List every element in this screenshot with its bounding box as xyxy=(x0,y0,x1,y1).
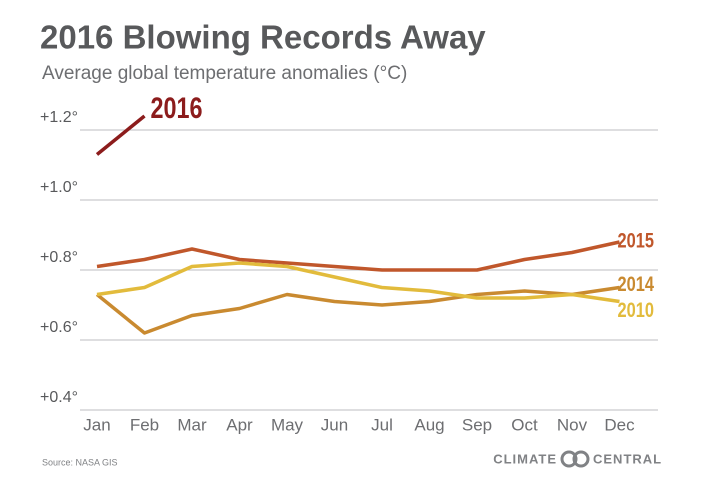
x-tick-label: Jun xyxy=(321,415,348,434)
series-label: 2014 xyxy=(618,272,655,295)
x-tick-label: May xyxy=(271,415,304,434)
y-tick-label: +0.8° xyxy=(40,249,78,266)
y-tick-label: +1.2° xyxy=(40,109,78,126)
x-tick-label: Aug xyxy=(414,415,444,434)
x-tick-label: Dec xyxy=(604,415,635,434)
series-line xyxy=(95,114,146,156)
series-label: 2016 xyxy=(151,91,203,124)
chart-title: 2016 Blowing Records Away xyxy=(40,19,486,56)
source: Source: NASA GIS xyxy=(42,457,118,467)
x-tick-label: Apr xyxy=(226,415,253,434)
series-line xyxy=(96,261,620,304)
y-tick-label: +1.0° xyxy=(40,179,78,196)
x-tick-label: Mar xyxy=(177,415,207,434)
x-tick-label: Jan xyxy=(83,415,110,434)
series-label: 2010 xyxy=(618,298,654,321)
x-tick-label: Nov xyxy=(557,415,588,434)
logo-text: CENTRAL xyxy=(593,451,662,466)
series-line xyxy=(95,285,620,335)
logo-icon xyxy=(572,450,590,468)
x-tick-label: Sep xyxy=(462,415,492,434)
y-tick-label: +0.4° xyxy=(40,389,78,406)
chart-subtitle: Average global temperature anomalies (°C… xyxy=(42,63,407,84)
logo-icon xyxy=(560,450,578,468)
y-tick-label: +0.6° xyxy=(40,319,78,336)
logo-text: CLIMATE xyxy=(493,451,557,466)
series-line xyxy=(96,240,620,272)
x-tick-label: Oct xyxy=(511,415,538,434)
x-tick-label: Feb xyxy=(130,415,159,434)
x-tick-label: Jul xyxy=(371,415,393,434)
series-label: 2015 xyxy=(618,229,654,252)
